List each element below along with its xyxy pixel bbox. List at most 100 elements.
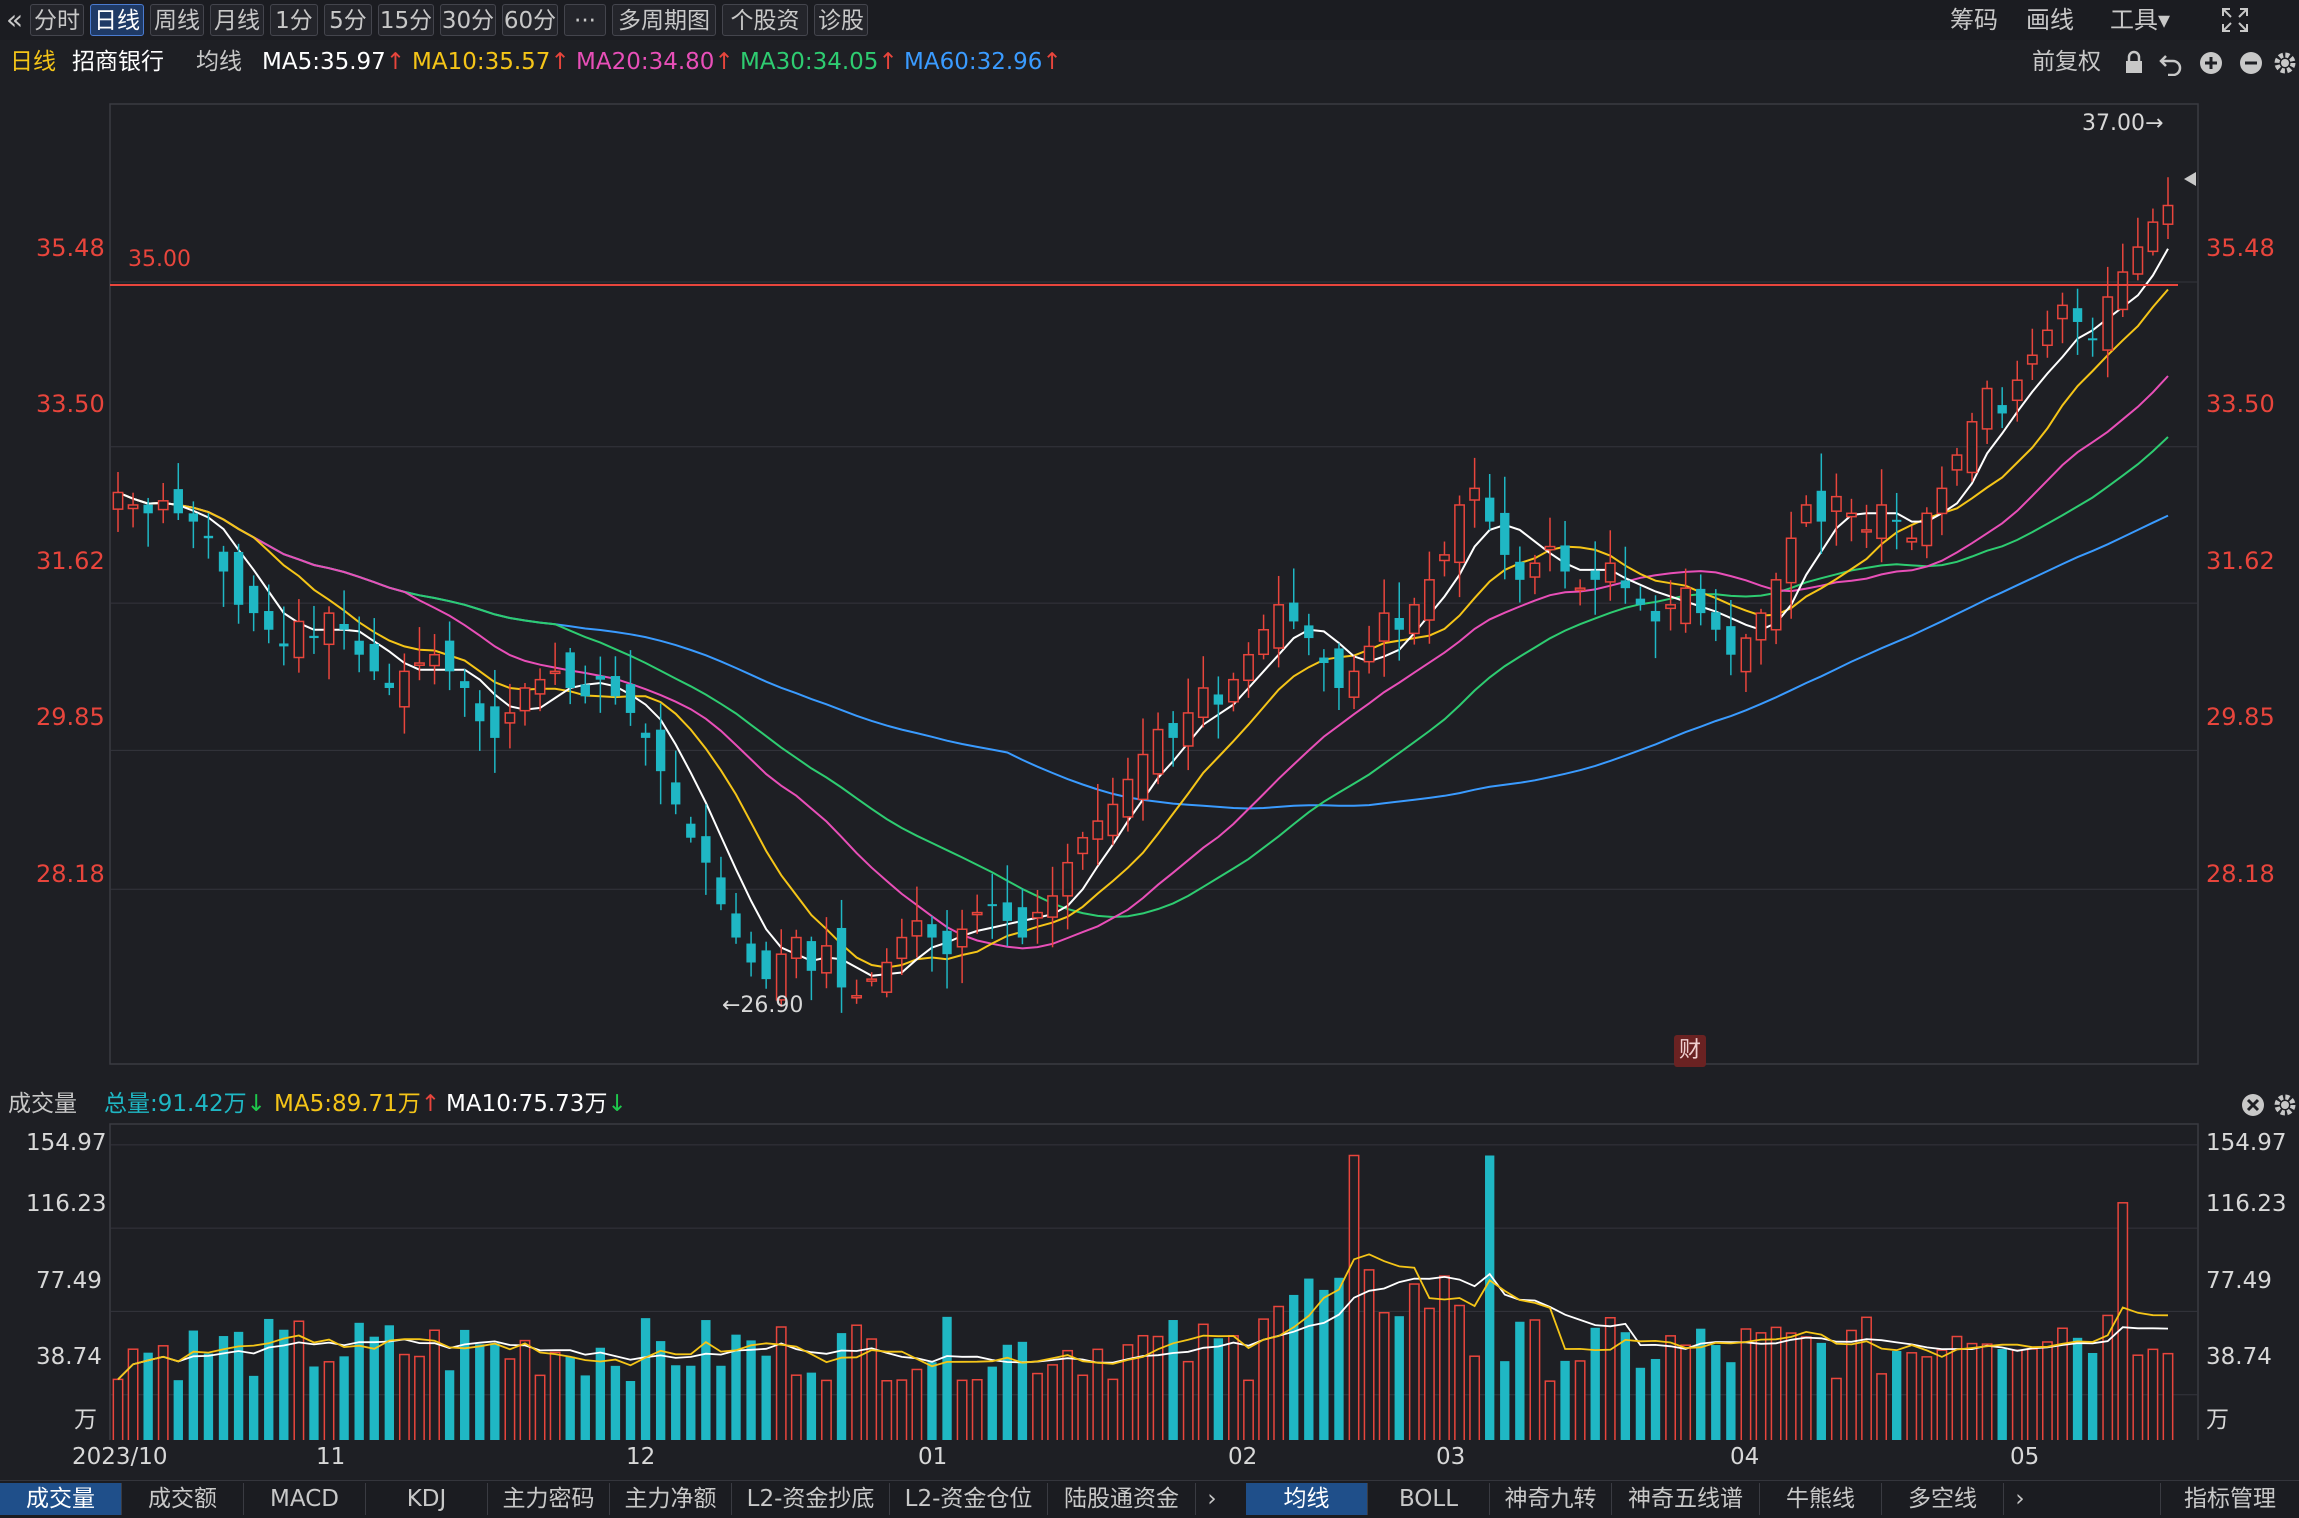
tab-monthly[interactable]: 月线 — [210, 4, 264, 36]
candle-body — [580, 684, 590, 697]
tab-1min[interactable]: 1分 — [270, 4, 318, 36]
adjust-mode-button[interactable]: 前复权 — [2032, 49, 2101, 75]
candle-body — [2102, 296, 2114, 351]
ma-label[interactable]: 均线 — [196, 49, 242, 75]
tab-15min[interactable]: 15分 — [378, 4, 434, 36]
volume-bar — [429, 1329, 440, 1440]
candle-body — [1604, 562, 1616, 583]
candle-body — [2072, 308, 2083, 322]
volume-bar — [1696, 1328, 1706, 1440]
tab-weekly[interactable]: 周线 — [150, 4, 204, 36]
tools-dropdown[interactable]: 工具▾ — [2110, 6, 2171, 34]
candle-body — [127, 504, 139, 510]
high-price-marker: 37.00→ — [2082, 111, 2164, 136]
volume-bar — [716, 1365, 726, 1440]
volume-bar — [1047, 1364, 1058, 1440]
tab-volume[interactable]: 成交量 — [0, 1483, 122, 1515]
tab-5min[interactable]: 5分 — [324, 4, 372, 36]
candle-body — [1002, 902, 1013, 921]
volume-bar — [610, 1365, 621, 1440]
tab-main-net[interactable]: 主力净额 — [610, 1483, 732, 1515]
volume-bar — [896, 1379, 908, 1440]
indicator-management-button[interactable]: 指标管理 — [2160, 1483, 2299, 1515]
more-periods-button[interactable]: ··· — [564, 4, 606, 36]
volume-axis-right-4: 38.74 — [2206, 1344, 2272, 1370]
multi-period-dropdown[interactable]: 多周期图 ▾ — [612, 4, 716, 66]
volume-bar — [1544, 1380, 1556, 1440]
kline-chart[interactable] — [0, 84, 2299, 1440]
stock-profile-button[interactable]: 个股资料 — [722, 4, 808, 66]
fullscreen-icon[interactable] — [2220, 6, 2250, 34]
tab-fenshi[interactable]: 分时 — [30, 4, 84, 36]
tab-l2-position[interactable]: L2-资金仓位 — [890, 1483, 1048, 1515]
price-axis-right-5: 28.18 — [2206, 860, 2275, 888]
tab-kdj[interactable]: KDJ — [366, 1483, 488, 1515]
candle-body — [203, 535, 214, 539]
financial-report-badge[interactable]: 财 — [1674, 1035, 1706, 1067]
volume-bar — [640, 1318, 651, 1440]
zoom-in-icon[interactable] — [2198, 50, 2224, 76]
lock-icon[interactable] — [2122, 50, 2146, 76]
tab-l2-bottom[interactable]: L2-资金抄底 — [732, 1483, 890, 1515]
candle-body — [1892, 519, 1902, 522]
tab-long-short[interactable]: 多空线 — [1882, 1483, 2004, 1515]
left-tabs-more-button[interactable]: › — [1207, 1486, 1217, 1512]
low-price-marker: ←26.90 — [722, 993, 804, 1018]
candle-body — [549, 670, 561, 675]
volume-bar — [1604, 1317, 1616, 1440]
volume-bar — [701, 1320, 711, 1440]
candle-body — [1665, 604, 1676, 610]
draw-line-button[interactable]: 画线 — [2026, 6, 2074, 34]
candle-body — [1951, 454, 1963, 471]
volume-bar — [1680, 1344, 1692, 1440]
tab-macd[interactable]: MACD — [244, 1483, 366, 1515]
volume-bar — [881, 1380, 893, 1440]
undo-icon[interactable] — [2158, 50, 2184, 76]
tab-northbound[interactable]: 陆股通资金 — [1048, 1483, 1196, 1515]
volume-bar — [218, 1336, 229, 1440]
tab-bull-bear[interactable]: 牛熊线 — [1760, 1483, 1882, 1515]
volume-bar — [293, 1320, 305, 1440]
volume-bar — [248, 1375, 259, 1440]
candle-body — [686, 823, 696, 838]
volume-bar — [1334, 1277, 1344, 1440]
tab-60min[interactable]: 60分 — [502, 4, 558, 36]
volume-bar — [1273, 1305, 1285, 1440]
gear-icon[interactable] — [2272, 50, 2298, 76]
price-panel-frame — [109, 103, 2199, 1065]
volume-axis-right-1: 154.97 — [2206, 1130, 2287, 1156]
candle-body — [2026, 354, 2038, 365]
close-icon[interactable] — [2240, 1092, 2266, 1118]
volume-gear-icon[interactable] — [2272, 1092, 2298, 1118]
candle-body — [1635, 598, 1646, 605]
candles — [112, 177, 2174, 1013]
volume-bar — [1951, 1335, 1963, 1440]
tab-magic-nine[interactable]: 神奇九转 — [1490, 1483, 1612, 1515]
tab-magic-five[interactable]: 神奇五线谱 — [1612, 1483, 1760, 1515]
tab-daily[interactable]: 日线 — [90, 4, 144, 36]
right-tabs-more-button[interactable]: › — [2015, 1486, 2025, 1512]
volume-bar — [1997, 1349, 2007, 1440]
tab-turnover[interactable]: 成交额 — [122, 1483, 244, 1515]
candle-body — [233, 551, 244, 605]
volume-bar — [911, 1368, 923, 1440]
candle-body — [1755, 612, 1767, 641]
tab-ma[interactable]: 均线 — [1246, 1483, 1368, 1515]
volume-bar — [1485, 1155, 1495, 1440]
tab-main-code[interactable]: 主力密码 — [488, 1483, 610, 1515]
stock-diagnosis-button[interactable]: 诊股 — [814, 4, 868, 36]
candle-body — [1439, 554, 1450, 562]
price-axis-right-4: 29.85 — [2206, 703, 2275, 731]
chips-button[interactable]: 筹码 — [1950, 6, 1998, 34]
volume-bar — [384, 1325, 394, 1440]
tab-boll[interactable]: BOLL — [1368, 1483, 1490, 1515]
volume-bar — [1017, 1341, 1028, 1440]
volume-bar — [625, 1381, 636, 1440]
tab-30min[interactable]: 30分 — [440, 4, 496, 36]
zoom-out-icon[interactable] — [2238, 50, 2264, 76]
volume-bar — [1032, 1372, 1043, 1440]
candle-body — [1620, 580, 1631, 589]
candle-body — [1017, 907, 1028, 938]
candle-body — [1650, 610, 1661, 622]
collapse-back-button[interactable]: « — [6, 3, 24, 36]
